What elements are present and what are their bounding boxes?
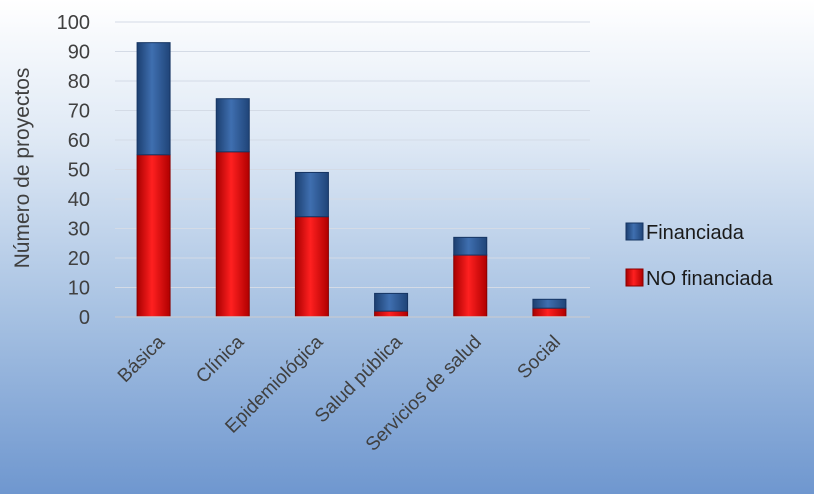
bar-no-financiada — [453, 254, 488, 318]
y-tick-label: 70 — [68, 101, 90, 123]
bar-no-financiada — [215, 151, 250, 318]
y-tick-label: 20 — [68, 248, 90, 270]
bar-financiada — [136, 42, 171, 156]
y-tick-label: 100 — [57, 12, 90, 34]
y-tick-label: 30 — [68, 219, 90, 241]
bars — [136, 42, 567, 318]
y-axis-label: Número de proyectos — [11, 68, 34, 269]
bar-no-financiada — [294, 216, 329, 318]
x-category-label: Social — [514, 332, 565, 383]
y-tick-label: 0 — [79, 307, 90, 329]
bar-financiada — [374, 292, 409, 312]
bar-financiada — [453, 236, 488, 256]
legend-label: Financiada — [646, 222, 745, 244]
bar-no-financiada — [136, 154, 171, 318]
legend-label: NO financiada — [646, 268, 774, 290]
bar-financiada — [532, 298, 567, 309]
bar-financiada — [215, 98, 250, 153]
bar-no-financiada — [532, 307, 567, 318]
y-axis-ticks: 0 10 20 30 40 50 60 70 80 90 100 — [57, 12, 90, 329]
y-tick-label: 60 — [68, 130, 90, 152]
y-tick-label: 90 — [68, 42, 90, 64]
y-tick-label: 80 — [68, 71, 90, 93]
y-tick-label: 50 — [68, 160, 90, 182]
y-tick-label: 10 — [68, 278, 90, 300]
legend-swatch — [625, 268, 644, 287]
legend-swatch — [625, 222, 644, 241]
bar-no-financiada — [374, 310, 409, 318]
bar-financiada — [294, 171, 329, 218]
x-category-label: Clínica — [192, 331, 248, 387]
gridlines — [115, 21, 590, 288]
legend: Financiada NO financiada — [625, 222, 774, 290]
y-tick-label: 40 — [68, 189, 90, 211]
x-category-label: Básica — [114, 331, 169, 386]
